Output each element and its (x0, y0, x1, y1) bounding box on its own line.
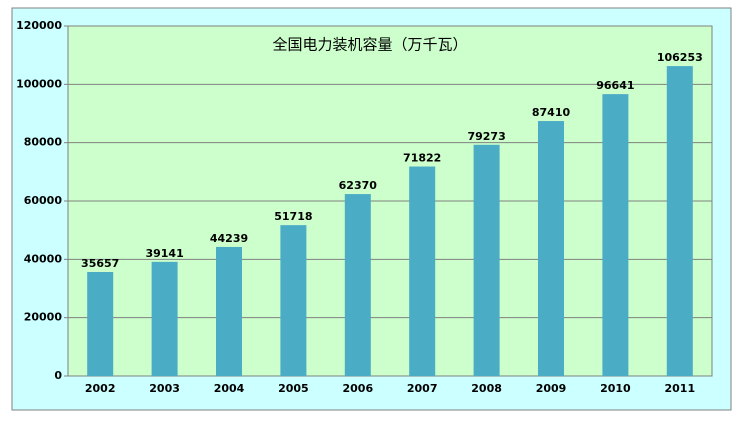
y-tick-label: 0 (54, 369, 62, 382)
bar (151, 261, 178, 376)
value-label: 62370 (339, 179, 378, 192)
y-tick-label: 100000 (16, 77, 62, 90)
x-tick-label: 2010 (600, 382, 631, 395)
x-tick-label: 2007 (407, 382, 438, 395)
bar (666, 66, 693, 377)
y-tick-label: 20000 (24, 311, 63, 324)
bar (280, 225, 307, 376)
x-tick-label: 2004 (214, 382, 245, 395)
bar (409, 166, 436, 376)
value-label: 44239 (210, 232, 248, 245)
bar (602, 94, 629, 376)
bar (473, 144, 500, 376)
x-tick-label: 2005 (278, 382, 309, 395)
x-tick-label: 2011 (664, 382, 695, 395)
x-tick-label: 2009 (536, 382, 567, 395)
x-tick-label: 2006 (342, 382, 373, 395)
chart-title: 全国电力装机容量（万千瓦） (272, 36, 467, 54)
x-tick-label: 2002 (85, 382, 116, 395)
value-label: 71822 (403, 152, 441, 165)
value-label: 79273 (467, 130, 505, 143)
y-tick-label: 80000 (24, 136, 63, 149)
x-tick-label: 2003 (149, 382, 180, 395)
bar (87, 272, 114, 376)
y-tick-label: 40000 (24, 252, 63, 265)
y-tick-label: 120000 (16, 19, 62, 32)
bar (538, 121, 564, 376)
value-label: 51718 (274, 210, 312, 223)
y-tick-label: 60000 (24, 194, 63, 207)
value-label: 106253 (657, 51, 703, 64)
value-label: 96641 (596, 79, 634, 92)
x-tick-label: 2008 (471, 382, 502, 395)
value-label: 35657 (81, 257, 119, 270)
value-label: 39141 (145, 247, 183, 260)
bar (216, 246, 242, 376)
bar (344, 194, 371, 376)
value-label: 87410 (532, 106, 571, 119)
